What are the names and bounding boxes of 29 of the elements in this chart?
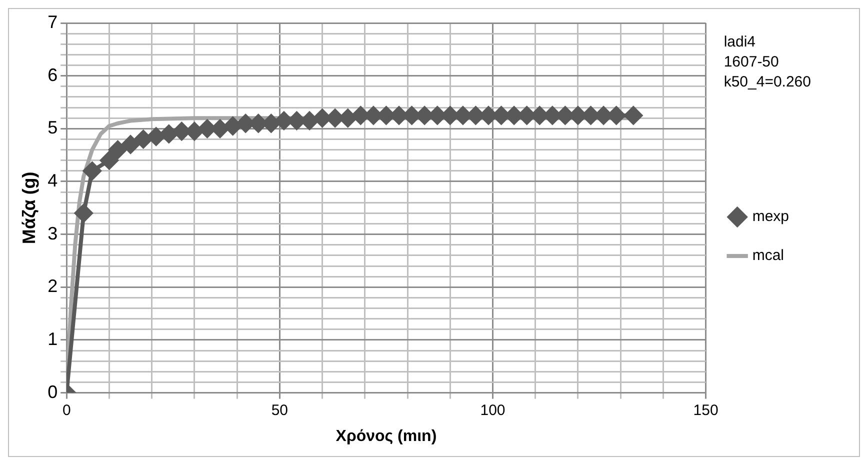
point xyxy=(134,130,152,148)
y-tick-label: 4 xyxy=(48,170,58,190)
point xyxy=(147,128,166,146)
point xyxy=(624,106,642,124)
y-tick-label: 1 xyxy=(48,328,58,349)
x-tick-label: 0 xyxy=(62,402,71,419)
point xyxy=(74,204,93,222)
y-tick-label: 6 xyxy=(48,64,58,85)
point xyxy=(122,136,140,154)
point xyxy=(108,140,127,159)
y-tick-label: 0 xyxy=(48,382,58,402)
x-tick-label: 100 xyxy=(480,402,506,419)
point xyxy=(83,162,102,180)
legend-label: mexp xyxy=(752,208,790,226)
y-tick-label: 2 xyxy=(48,276,58,296)
text: ladi4 xyxy=(724,34,756,51)
point xyxy=(224,117,242,136)
x-axis-title: Χρόνος (mιn) xyxy=(336,428,437,445)
y-tick-label: 7 xyxy=(48,12,58,32)
point xyxy=(160,124,178,143)
y-tick-label: 5 xyxy=(48,118,58,138)
legend-label: mcal xyxy=(752,247,784,264)
text: k50_4=0.260 xyxy=(724,74,811,91)
x-tick-label: 150 xyxy=(693,402,718,419)
point xyxy=(100,151,118,170)
x-tick-label: 50 xyxy=(271,402,288,419)
y-axis-title: Μάζα (g) xyxy=(18,172,39,244)
text: 1607-50 xyxy=(724,54,779,71)
y-tick-label: 3 xyxy=(48,223,58,244)
